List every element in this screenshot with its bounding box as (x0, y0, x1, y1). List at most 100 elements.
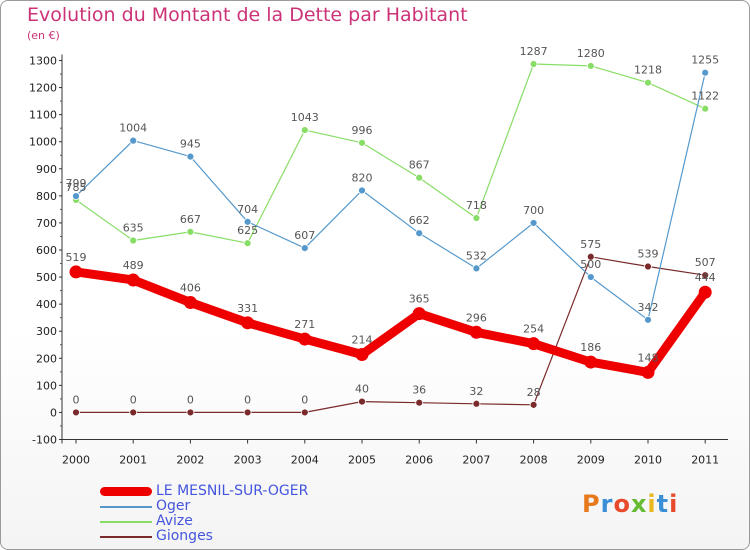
x-tick-label: 2004 (291, 454, 319, 467)
value-label-gionges: 32 (469, 385, 483, 398)
point-le-mesnil-sur-oger (698, 285, 712, 299)
x-tick-label: 2006 (405, 454, 433, 467)
point-le-mesnil-sur-oger (641, 365, 655, 379)
point-oger (243, 217, 252, 226)
value-label-gionges: 40 (355, 383, 369, 396)
point-avize (472, 214, 481, 222)
value-label-avize: 667 (180, 213, 201, 226)
x-tick-label: 2011 (691, 454, 719, 467)
point-gionges (129, 408, 138, 417)
y-tick-label: 400 (36, 298, 57, 311)
value-label-gionges: 0 (301, 393, 308, 406)
value-label-oger: 1004 (119, 122, 147, 135)
value-label-avize: 867 (409, 159, 430, 172)
point-gionges (644, 262, 652, 271)
point-avize (415, 173, 424, 182)
value-label-le-mesnil-sur-oger: 214 (352, 333, 373, 346)
logo-letter: x (630, 490, 648, 518)
logo-letter: t (656, 490, 670, 518)
point-oger (186, 152, 195, 161)
point-le-mesnil-sur-oger (527, 337, 541, 351)
point-gionges (586, 252, 595, 261)
point-oger (701, 68, 710, 77)
value-label-avize: 785 (66, 181, 87, 194)
x-tick-label: 2001 (119, 454, 147, 467)
value-label-gionges: 28 (527, 386, 541, 399)
value-label-le-mesnil-sur-oger: 296 (466, 311, 487, 324)
point-avize (358, 138, 366, 147)
series-line-oger (75, 72, 706, 321)
data-labels: 0 0 0 0 0 40 36 32 28 575 539 507 785 635 667 625 1043 99… (66, 45, 720, 406)
y-tick-label: 300 (36, 325, 57, 338)
point-avize (129, 236, 138, 245)
chart-title: Evolution du Montant de la Dette par Hab… (27, 4, 468, 26)
point-oger (415, 229, 424, 238)
value-label-gionges: 539 (638, 248, 659, 261)
point-oger (586, 273, 595, 281)
legend-swatch-gionges (100, 536, 152, 538)
point-gionges (300, 408, 309, 417)
value-label-le-mesnil-sur-oger: 406 (180, 282, 201, 295)
y-tick-label: 1000 (29, 136, 57, 149)
point-gionges (186, 408, 195, 417)
point-oger (529, 219, 538, 227)
value-label-avize: 1280 (577, 47, 605, 60)
point-avize (586, 62, 595, 70)
value-label-gionges: 0 (187, 393, 194, 406)
value-label-avize: 996 (352, 124, 373, 137)
value-label-le-mesnil-sur-oger: 331 (237, 302, 258, 315)
logo-letter: i (647, 490, 657, 518)
value-label-oger: 704 (237, 203, 258, 216)
value-label-gionges: 507 (695, 256, 716, 269)
chart-subtitle: (en €) (27, 29, 60, 42)
y-tick-label: 900 (36, 163, 57, 176)
value-label-oger: 500 (580, 258, 601, 271)
point-le-mesnil-sur-oger (241, 316, 255, 330)
series-layer (69, 60, 712, 417)
point-avize (701, 104, 710, 113)
logo-letter: r (600, 490, 614, 518)
point-oger (72, 192, 80, 201)
point-le-mesnil-sur-oger (469, 325, 483, 339)
value-label-oger: 1255 (691, 54, 719, 67)
value-label-le-mesnil-sur-oger: 254 (523, 323, 544, 336)
point-gionges (243, 408, 252, 417)
point-avize (243, 239, 252, 248)
value-label-oger: 342 (638, 301, 659, 314)
legend-label-gionges: Gionges (156, 528, 213, 544)
proxiti-logo: Proxiti (582, 490, 678, 518)
value-label-gionges: 36 (412, 384, 426, 397)
point-avize (300, 126, 309, 134)
legend-label-le-mesnil: LE MESNIL-SUR-OGER (156, 483, 309, 499)
x-tick-label: 2002 (176, 454, 204, 467)
y-tick-label: 600 (36, 244, 57, 257)
value-label-oger: 700 (523, 204, 544, 217)
value-label-oger: 532 (466, 249, 487, 262)
y-tick-label: 0 (50, 406, 57, 419)
point-gionges (415, 398, 424, 407)
legend-swatch-le-mesnil (100, 487, 152, 496)
value-label-le-mesnil-sur-oger: 444 (695, 271, 716, 284)
value-label-gionges: 575 (580, 238, 601, 251)
y-tick-label: 500 (36, 271, 57, 284)
y-tick-label: 700 (36, 217, 57, 230)
value-label-le-mesnil-sur-oger: 271 (294, 318, 315, 331)
point-oger (644, 315, 652, 324)
value-label-oger: 945 (180, 138, 201, 151)
value-label-avize: 1043 (291, 111, 319, 124)
logo-letter: o (613, 490, 631, 518)
legend-label-avize: Avize (156, 513, 193, 529)
point-gionges (472, 399, 481, 408)
value-label-gionges: 0 (244, 393, 251, 406)
legend-swatch-avize (100, 521, 152, 523)
series-line-avize (75, 63, 706, 244)
legend-label-oger: Oger (156, 498, 191, 514)
axes: -100010020030040050060070080090010001100… (29, 54, 728, 467)
point-le-mesnil-sur-oger (584, 355, 598, 369)
y-tick-label: 1300 (29, 55, 57, 68)
value-label-avize: 1287 (520, 45, 548, 58)
x-tick-label: 2009 (577, 454, 605, 467)
x-tick-label: 2007 (462, 454, 490, 467)
value-label-avize: 1218 (634, 64, 662, 77)
